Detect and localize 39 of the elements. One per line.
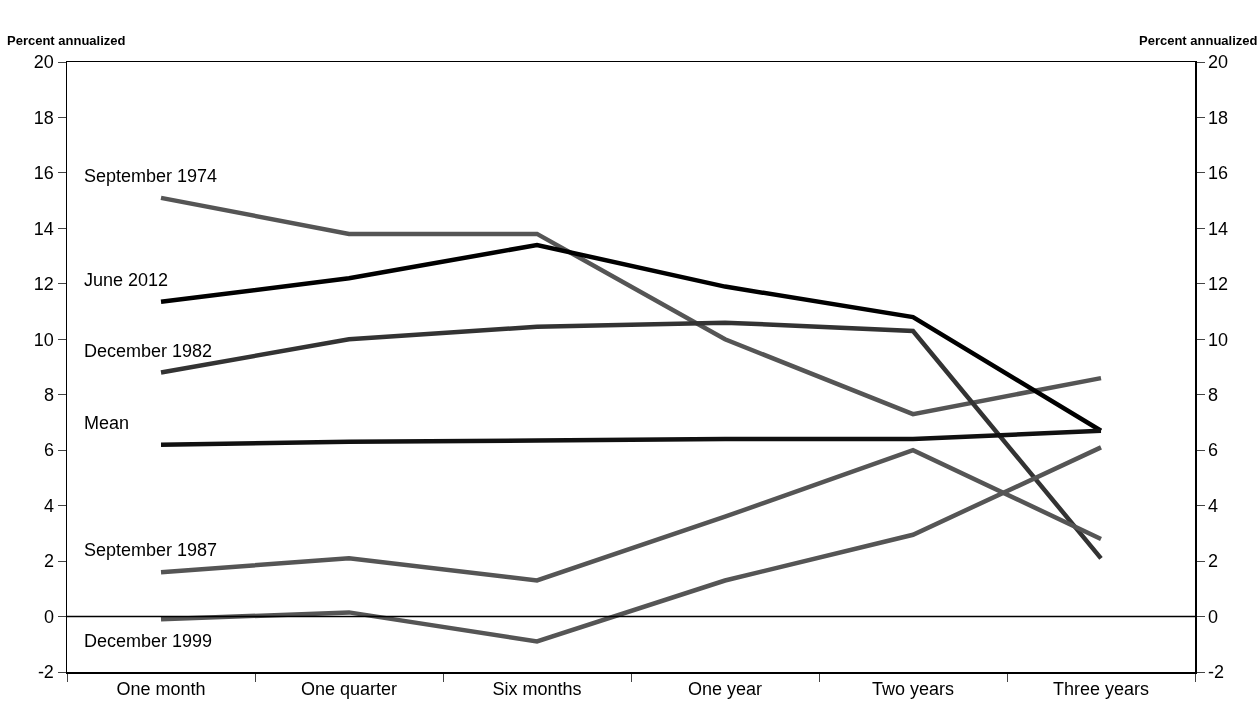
x-tick-label: One quarter	[300, 679, 398, 700]
y2-tick-label: 6	[1208, 440, 1219, 461]
y-tick-label: 12	[33, 274, 54, 295]
y-tick-label: 10	[33, 329, 54, 350]
y-tick-label: 6	[43, 440, 54, 461]
y2-tick-label: 0	[1208, 606, 1219, 627]
y-axis-title: Percent annualized	[7, 33, 126, 48]
x-tick-label: One month	[116, 679, 206, 700]
x-tick-label: Six months	[492, 679, 582, 700]
y-tick-label: 20	[33, 52, 54, 73]
y2-tick-label: 18	[1208, 107, 1229, 128]
series-label: September 1987	[84, 540, 218, 560]
y2-tick-label: 4	[1208, 495, 1219, 516]
y-tick-label: 14	[33, 218, 54, 239]
y2-tick-label: 20	[1208, 52, 1229, 73]
y2-tick-label: 12	[1208, 274, 1229, 295]
y2-tick-label: -2	[1208, 662, 1225, 683]
series-label: December 1982	[84, 341, 213, 361]
series-label: Mean	[84, 413, 130, 433]
y-tick-label: 8	[43, 385, 54, 406]
x-tick-label: One year	[687, 679, 763, 700]
x-tick-label: Three years	[1052, 679, 1150, 700]
y2-tick-label: 10	[1208, 329, 1229, 350]
line-series	[158, 428, 1104, 447]
series-label: December 1999	[84, 631, 213, 651]
y-tick-label: 2	[43, 551, 54, 572]
y-tick-label: -2	[37, 662, 54, 683]
y2-tick-label: 8	[1208, 385, 1219, 406]
series-label: September 1974	[84, 166, 218, 186]
y-tick-label: 0	[43, 606, 54, 627]
series-label: June 2012	[84, 270, 169, 290]
y2-tick-label: 14	[1208, 218, 1229, 239]
y-tick-label: 18	[33, 107, 54, 128]
x-tick-label: Two years	[871, 679, 955, 700]
y-tick-label: 4	[43, 495, 54, 516]
y2-tick-label: 2	[1208, 551, 1219, 572]
y2-axis-title: Percent annualized	[1139, 33, 1258, 48]
y2-tick-label: 16	[1208, 163, 1229, 184]
y-tick-label: 16	[33, 163, 54, 184]
